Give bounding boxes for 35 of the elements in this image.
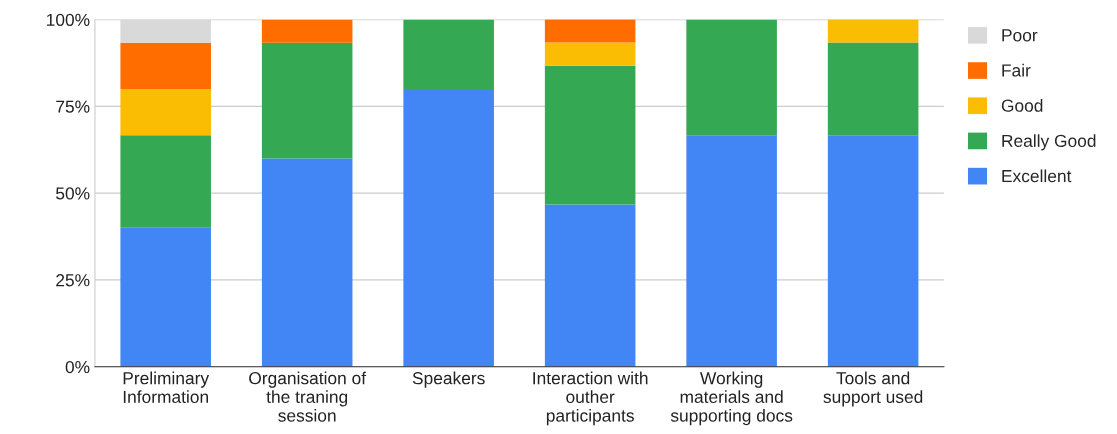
x-tick-label: Preliminary Information (123, 371, 210, 404)
legend-label: Poor (1002, 29, 1038, 42)
bar (544, 19, 636, 43)
bar (120, 42, 211, 89)
x-tick-label: Speakers (412, 371, 485, 388)
bar (120, 227, 211, 367)
bar (120, 19, 211, 43)
bar (544, 42, 636, 66)
bar (403, 19, 494, 89)
bar (827, 19, 919, 43)
legend-label: Excellent (1002, 169, 1072, 183)
y-tick-label: 100% (47, 13, 90, 26)
bar (544, 204, 636, 367)
legend-label: Really Good (1002, 134, 1096, 151)
bar (261, 158, 353, 367)
bar (120, 135, 211, 228)
legend-label: Fair (1002, 63, 1031, 77)
bar (686, 19, 777, 136)
x-tick-label: Organisation of the traning session (249, 371, 367, 422)
bar (261, 19, 353, 43)
x-tick-label: Working materials and supporting docs (670, 371, 793, 426)
y-tick-label: 25% (56, 274, 90, 287)
y-tick-label: 50% (56, 187, 90, 200)
bar (827, 135, 919, 367)
bar (827, 42, 919, 136)
bar (403, 88, 494, 367)
bar (544, 65, 636, 205)
bar (120, 88, 211, 136)
x-tick-label: Interaction with outher participants (533, 371, 648, 426)
bar (686, 135, 777, 367)
legend-label: Good (1001, 99, 1043, 112)
y-tick-label: 75% (56, 100, 90, 113)
y-tick-label: 0% (65, 360, 90, 374)
x-tick-label: Tools and support used (823, 371, 923, 407)
bar (261, 42, 353, 159)
